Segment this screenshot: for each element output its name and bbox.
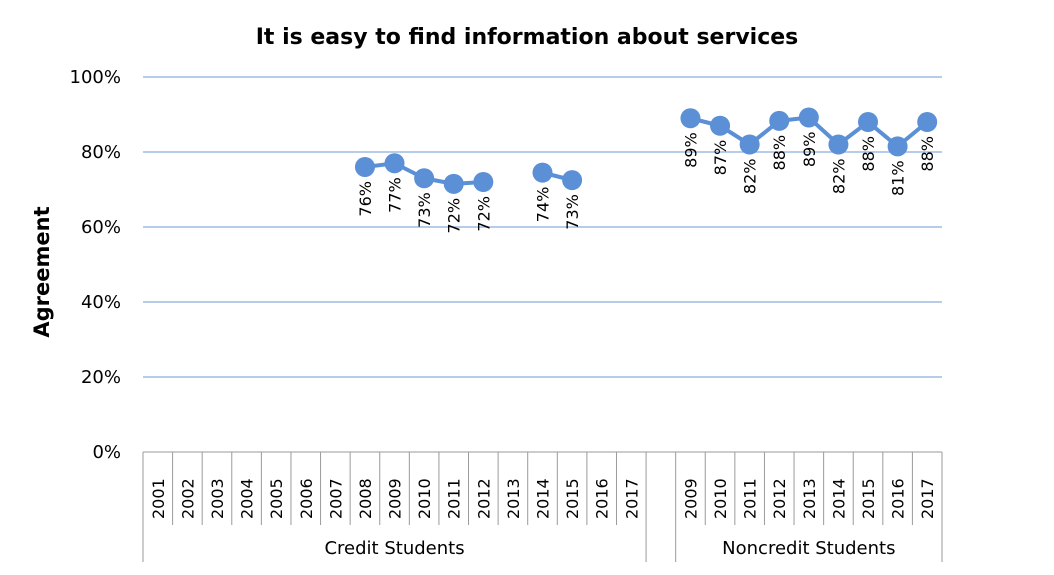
x-tick-label: 2006 xyxy=(297,478,316,519)
data-label: 88% xyxy=(859,136,878,172)
x-tick-label: 2011 xyxy=(741,478,760,519)
data-label: 73% xyxy=(415,192,434,228)
data-label: 73% xyxy=(563,194,582,230)
data-label: 87% xyxy=(711,140,730,176)
data-label: 74% xyxy=(534,187,553,223)
x-tick-label: 2007 xyxy=(326,478,345,519)
data-label: 76% xyxy=(356,181,375,217)
data-point xyxy=(384,153,405,174)
data-point xyxy=(828,134,849,155)
y-tick-label: 100% xyxy=(70,67,121,88)
x-tick-label: 2012 xyxy=(770,478,789,519)
data-label: 89% xyxy=(800,132,819,168)
x-tick-label: 2017 xyxy=(622,478,641,519)
x-tick-label: 2011 xyxy=(445,478,464,519)
data-point xyxy=(532,162,553,183)
data-label: 89% xyxy=(681,132,700,168)
x-tick-label: 2017 xyxy=(918,478,937,519)
data-labels: 76% 77% 73% 72% 72% 74% 73% 89% 87% 82% 88% 89% 82% 8… xyxy=(356,132,937,234)
data-label: 82% xyxy=(741,159,760,195)
x-tick-label: 2014 xyxy=(534,478,553,519)
data-point xyxy=(887,136,908,157)
x-tick-label: 2016 xyxy=(593,478,612,519)
y-axis-label: Agreement xyxy=(30,206,54,337)
x-tick-label: 2009 xyxy=(681,478,700,519)
data-point xyxy=(858,112,879,132)
y-tick-label: 0% xyxy=(92,442,121,463)
x-tick-label: 2005 xyxy=(267,478,286,519)
x-tick-label: 2014 xyxy=(829,478,848,519)
x-axis: 2001 2002 2003 2004 2005 2006 2007 2008 2009 2010… xyxy=(142,451,943,562)
data-point xyxy=(680,108,701,129)
y-tick-label: 20% xyxy=(81,367,121,388)
data-point xyxy=(473,172,494,192)
x-tick-label: 2012 xyxy=(474,478,493,519)
data-point xyxy=(798,107,819,128)
gridlines xyxy=(143,76,942,378)
x-tick-label: 2015 xyxy=(563,478,582,519)
x-group-label: Noncredit Students xyxy=(722,538,895,559)
y-tick-label: 80% xyxy=(81,142,121,163)
x-tick-label: 2008 xyxy=(356,478,375,519)
x-tick-label: 2001 xyxy=(149,478,168,519)
x-tick-label: 2010 xyxy=(711,478,730,519)
data-label: 88% xyxy=(918,136,937,172)
data-point xyxy=(769,110,790,131)
data-label: 88% xyxy=(770,135,789,171)
x-tick-label: 2009 xyxy=(386,478,405,519)
series-line xyxy=(354,107,938,194)
x-tick-label: 2013 xyxy=(800,478,819,519)
data-label: 77% xyxy=(386,177,405,213)
data-point xyxy=(739,134,760,155)
data-point xyxy=(354,157,375,177)
x-tick-label: 2002 xyxy=(178,478,197,519)
data-label: 82% xyxy=(829,159,848,195)
data-point xyxy=(443,173,464,194)
x-tick-label: 2013 xyxy=(504,478,523,519)
x-tick-label: 2004 xyxy=(238,478,257,519)
y-tick-label: 40% xyxy=(81,292,121,313)
data-label: 72% xyxy=(445,198,464,234)
x-group-label: Credit Students xyxy=(324,538,464,559)
data-point xyxy=(562,170,583,191)
y-tick-label: 60% xyxy=(81,217,121,238)
x-tick-label: 2003 xyxy=(208,478,227,519)
x-tick-label: 2010 xyxy=(415,478,434,519)
data-point xyxy=(414,168,435,189)
chart-title: It is easy to find information about ser… xyxy=(256,25,799,50)
data-point xyxy=(710,115,731,136)
x-tick-label: 2015 xyxy=(859,478,878,519)
x-tick-label: 2016 xyxy=(889,478,908,519)
data-label: 81% xyxy=(889,160,908,196)
y-axis-ticks: 0% 20% 40% 60% 80% 100% xyxy=(70,67,121,463)
data-point xyxy=(917,112,938,132)
data-label: 72% xyxy=(474,196,493,232)
